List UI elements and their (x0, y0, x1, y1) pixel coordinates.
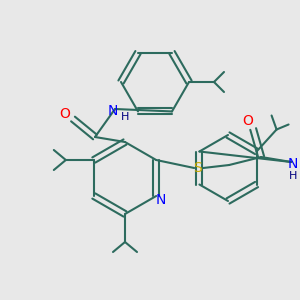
Text: O: O (60, 107, 70, 121)
Text: N: N (156, 193, 166, 207)
Text: N: N (108, 104, 118, 118)
Text: H: H (289, 171, 297, 181)
Text: O: O (243, 114, 254, 128)
Text: S: S (193, 161, 202, 175)
Text: H: H (121, 112, 129, 122)
Text: N: N (288, 157, 298, 171)
